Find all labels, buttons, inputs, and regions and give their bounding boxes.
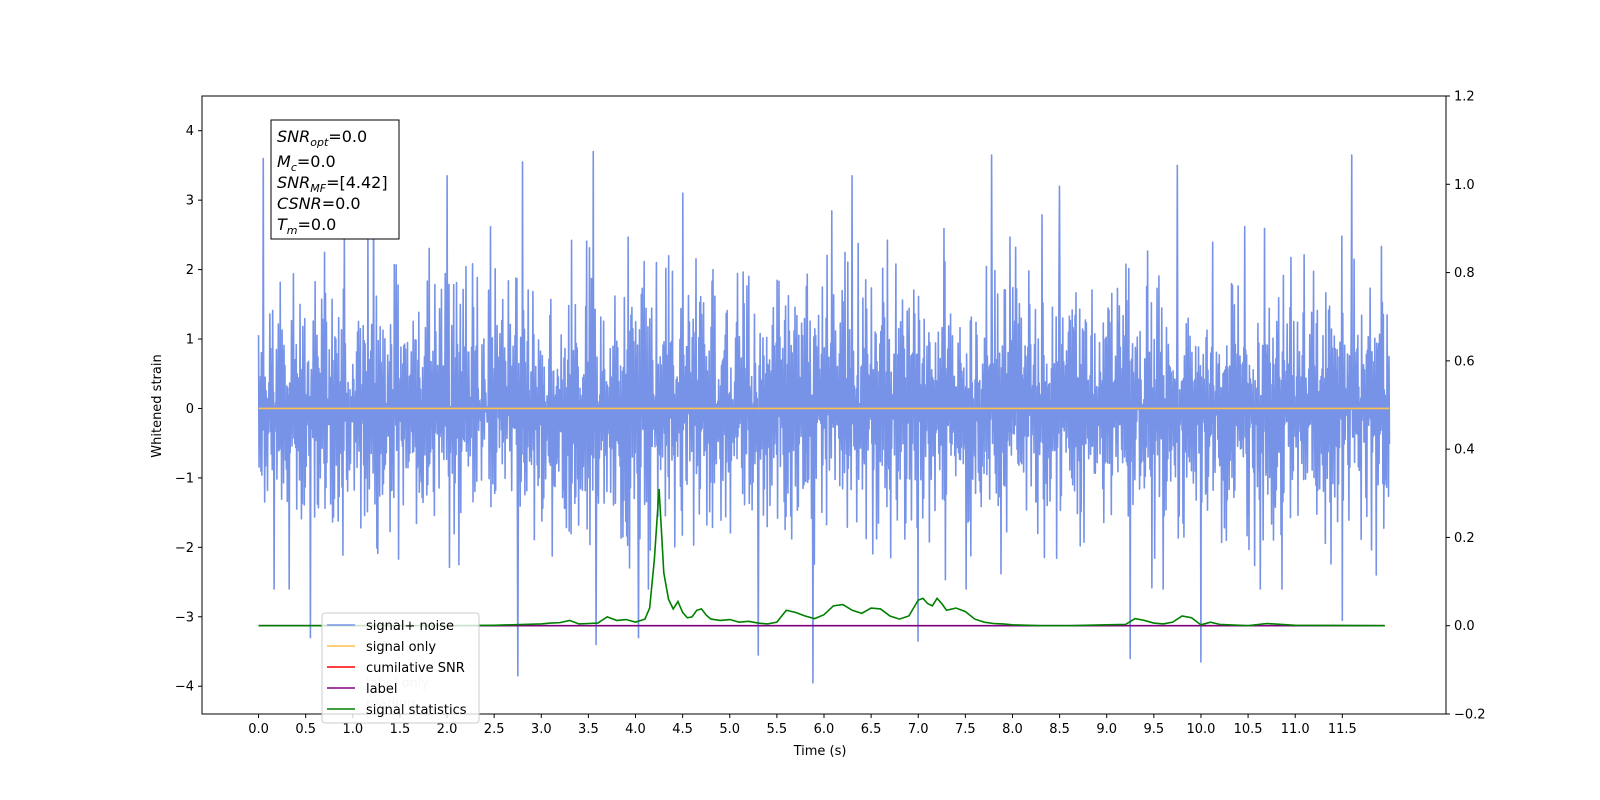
plot-area xyxy=(257,150,1391,684)
x-tick-label: 11.5 xyxy=(1328,722,1357,737)
x-tick-label: 11.0 xyxy=(1281,722,1310,737)
y2-tick-label: 0.2 xyxy=(1454,531,1475,546)
y-tick-label: 3 xyxy=(186,194,194,209)
legend-label: signal statistics xyxy=(366,703,467,718)
x-axis-title: Time (s) xyxy=(793,744,847,759)
x-tick-label: 10.5 xyxy=(1234,722,1263,737)
x-tick-label: 6.5 xyxy=(861,722,882,737)
x-tick-label: 7.5 xyxy=(955,722,976,737)
y-tick-label: −1 xyxy=(175,471,194,486)
legend-label: label xyxy=(366,682,397,697)
y-tick-label: −4 xyxy=(175,680,194,695)
y2-tick-label: 1.0 xyxy=(1454,178,1475,193)
annotation-line: Mc=0.0 xyxy=(277,152,336,174)
x-tick-label: 3.0 xyxy=(531,722,552,737)
y-axis-title: Whitened strain xyxy=(150,354,165,457)
legend-label: signal+ noise xyxy=(366,619,454,634)
y-tick-label: 2 xyxy=(186,263,194,278)
x-tick-label: 4.0 xyxy=(625,722,646,737)
y-tick-label: 1 xyxy=(186,333,194,348)
annotation-line: SNRMF=[4.42] xyxy=(277,173,388,195)
x-tick-label: 7.0 xyxy=(908,722,929,737)
annotation-line: Tm=0.0 xyxy=(277,215,336,237)
y-tick-label: 4 xyxy=(186,124,194,139)
legend-label: cumilative SNR xyxy=(366,661,465,676)
x-tick-label: 5.5 xyxy=(767,722,788,737)
x-tick-label: 0.5 xyxy=(295,722,316,737)
x-tick-label: 0.0 xyxy=(248,722,269,737)
x-tick-label: 6.0 xyxy=(814,722,835,737)
y2-tick-label: 0.4 xyxy=(1454,443,1475,458)
x-tick-label: 10.0 xyxy=(1186,722,1215,737)
x-tick-label: 2.5 xyxy=(484,722,505,737)
y-tick-label: 0 xyxy=(186,402,194,417)
x-tick-label: 2.0 xyxy=(437,722,458,737)
y2-tick-label: 1.2 xyxy=(1454,90,1475,105)
x-tick-label: 5.0 xyxy=(719,722,740,737)
ticks: 0.0 0.5 1.0 1.5 2.0 2.5 3.0 3.5 4.0 4.5 5.0 5.5 6.0 6… xyxy=(175,90,1486,738)
series-line-signal-noise xyxy=(257,150,1391,684)
x-tick-label: 3.5 xyxy=(578,722,599,737)
y2-tick-label: 0.6 xyxy=(1454,354,1475,369)
x-tick-label: 1.5 xyxy=(390,722,411,737)
annotation-frame xyxy=(270,119,400,240)
y2-tick-label: 0.8 xyxy=(1454,266,1475,281)
y2-tick-label: −0.2 xyxy=(1454,708,1486,723)
legend-label: signal only xyxy=(366,640,436,655)
y-tick-label: −3 xyxy=(175,610,194,625)
legend-frame xyxy=(321,612,480,724)
x-tick-label: 4.5 xyxy=(672,722,693,737)
y-tick-label: −2 xyxy=(175,541,194,556)
x-tick-label: 8.0 xyxy=(1002,722,1023,737)
x-tick-label: 1.0 xyxy=(342,722,363,737)
annotation-line: CSNR=0.0 xyxy=(277,194,361,213)
series-line-signal-statistics xyxy=(258,488,1385,627)
x-tick-label: 9.5 xyxy=(1144,722,1165,737)
annotation-line: SNRopt=0.0 xyxy=(277,127,367,149)
x-tick-label: 9.0 xyxy=(1096,722,1117,737)
x-tick-label: 8.5 xyxy=(1049,722,1070,737)
y2-tick-label: 0.0 xyxy=(1454,619,1475,634)
